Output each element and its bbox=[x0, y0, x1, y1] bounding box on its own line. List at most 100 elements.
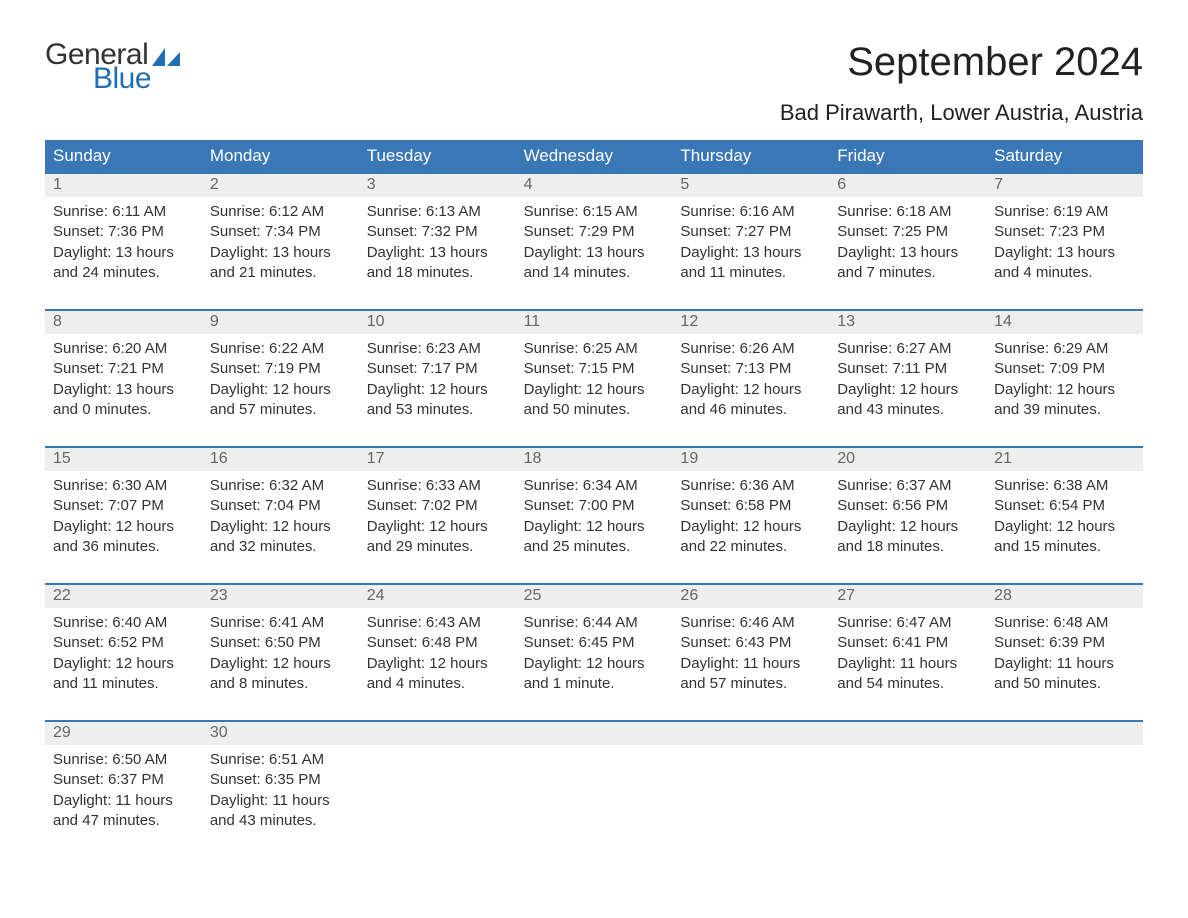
day-cell bbox=[986, 745, 1143, 841]
sunrise-line: Sunrise: 6:11 AM bbox=[53, 202, 194, 222]
day-cell: Sunrise: 6:50 AMSunset: 6:37 PMDaylight:… bbox=[45, 745, 202, 841]
sunset-line: Sunset: 7:17 PM bbox=[367, 359, 508, 379]
day-cell: Sunrise: 6:18 AMSunset: 7:25 PMDaylight:… bbox=[829, 197, 986, 293]
daylight-line: Daylight: 12 hours and 32 minutes. bbox=[210, 517, 351, 558]
sunset-line: Sunset: 6:56 PM bbox=[837, 496, 978, 516]
sunset-line: Sunset: 6:58 PM bbox=[680, 496, 821, 516]
sunrise-line: Sunrise: 6:19 AM bbox=[994, 202, 1135, 222]
day-number-band: 891011121314 bbox=[45, 311, 1143, 334]
sunset-line: Sunset: 6:54 PM bbox=[994, 496, 1135, 516]
day-number: 19 bbox=[672, 448, 829, 471]
sunrise-line: Sunrise: 6:26 AM bbox=[680, 339, 821, 359]
day-number: 18 bbox=[516, 448, 673, 471]
day-number: 7 bbox=[986, 174, 1143, 197]
daylight-line: Daylight: 13 hours and 14 minutes. bbox=[524, 243, 665, 284]
day-number: 10 bbox=[359, 311, 516, 334]
sunset-line: Sunset: 6:48 PM bbox=[367, 633, 508, 653]
sunset-line: Sunset: 7:11 PM bbox=[837, 359, 978, 379]
sunrise-line: Sunrise: 6:40 AM bbox=[53, 613, 194, 633]
sunset-line: Sunset: 7:32 PM bbox=[367, 222, 508, 242]
weekday-header: Monday bbox=[202, 140, 359, 172]
sunset-line: Sunset: 7:04 PM bbox=[210, 496, 351, 516]
sunrise-line: Sunrise: 6:27 AM bbox=[837, 339, 978, 359]
sunrise-line: Sunrise: 6:30 AM bbox=[53, 476, 194, 496]
sunrise-line: Sunrise: 6:12 AM bbox=[210, 202, 351, 222]
page-title: September 2024 bbox=[847, 40, 1143, 85]
day-cell: Sunrise: 6:15 AMSunset: 7:29 PMDaylight:… bbox=[516, 197, 673, 293]
day-number: 20 bbox=[829, 448, 986, 471]
weekday-header-row: Sunday Monday Tuesday Wednesday Thursday… bbox=[45, 140, 1143, 172]
daylight-line: Daylight: 12 hours and 46 minutes. bbox=[680, 380, 821, 421]
sunrise-line: Sunrise: 6:29 AM bbox=[994, 339, 1135, 359]
day-cell bbox=[359, 745, 516, 841]
sunrise-line: Sunrise: 6:13 AM bbox=[367, 202, 508, 222]
day-number: 1 bbox=[45, 174, 202, 197]
weekday-header: Sunday bbox=[45, 140, 202, 172]
day-number: 14 bbox=[986, 311, 1143, 334]
sunset-line: Sunset: 6:41 PM bbox=[837, 633, 978, 653]
day-number: 28 bbox=[986, 585, 1143, 608]
sunset-line: Sunset: 6:35 PM bbox=[210, 770, 351, 790]
sunrise-line: Sunrise: 6:48 AM bbox=[994, 613, 1135, 633]
sunrise-line: Sunrise: 6:25 AM bbox=[524, 339, 665, 359]
day-number: 27 bbox=[829, 585, 986, 608]
day-number: 12 bbox=[672, 311, 829, 334]
day-number: 9 bbox=[202, 311, 359, 334]
sunset-line: Sunset: 6:45 PM bbox=[524, 633, 665, 653]
day-cell: Sunrise: 6:30 AMSunset: 7:07 PMDaylight:… bbox=[45, 471, 202, 567]
sunset-line: Sunset: 7:07 PM bbox=[53, 496, 194, 516]
daylight-line: Daylight: 12 hours and 50 minutes. bbox=[524, 380, 665, 421]
day-number bbox=[986, 722, 1143, 745]
day-cell: Sunrise: 6:41 AMSunset: 6:50 PMDaylight:… bbox=[202, 608, 359, 704]
day-number bbox=[829, 722, 986, 745]
day-cell: Sunrise: 6:40 AMSunset: 6:52 PMDaylight:… bbox=[45, 608, 202, 704]
daylight-line: Daylight: 11 hours and 50 minutes. bbox=[994, 654, 1135, 695]
header: General Blue September 2024 bbox=[45, 40, 1143, 94]
day-number: 23 bbox=[202, 585, 359, 608]
day-number: 3 bbox=[359, 174, 516, 197]
sunset-line: Sunset: 7:27 PM bbox=[680, 222, 821, 242]
sunset-line: Sunset: 6:50 PM bbox=[210, 633, 351, 653]
day-cell: Sunrise: 6:19 AMSunset: 7:23 PMDaylight:… bbox=[986, 197, 1143, 293]
sunset-line: Sunset: 6:43 PM bbox=[680, 633, 821, 653]
day-cell: Sunrise: 6:37 AMSunset: 6:56 PMDaylight:… bbox=[829, 471, 986, 567]
calendar-week: 891011121314Sunrise: 6:20 AMSunset: 7:21… bbox=[45, 309, 1143, 430]
daylight-line: Daylight: 13 hours and 7 minutes. bbox=[837, 243, 978, 284]
brand-word-2: Blue bbox=[93, 64, 180, 94]
sunset-line: Sunset: 7:02 PM bbox=[367, 496, 508, 516]
weekday-header: Thursday bbox=[672, 140, 829, 172]
day-cell: Sunrise: 6:13 AMSunset: 7:32 PMDaylight:… bbox=[359, 197, 516, 293]
sunrise-line: Sunrise: 6:32 AM bbox=[210, 476, 351, 496]
sunset-line: Sunset: 6:39 PM bbox=[994, 633, 1135, 653]
daylight-line: Daylight: 12 hours and 53 minutes. bbox=[367, 380, 508, 421]
daylight-line: Daylight: 13 hours and 24 minutes. bbox=[53, 243, 194, 284]
sunrise-line: Sunrise: 6:15 AM bbox=[524, 202, 665, 222]
daylight-line: Daylight: 12 hours and 43 minutes. bbox=[837, 380, 978, 421]
sunrise-line: Sunrise: 6:43 AM bbox=[367, 613, 508, 633]
day-cell: Sunrise: 6:11 AMSunset: 7:36 PMDaylight:… bbox=[45, 197, 202, 293]
day-cell: Sunrise: 6:47 AMSunset: 6:41 PMDaylight:… bbox=[829, 608, 986, 704]
sunrise-line: Sunrise: 6:34 AM bbox=[524, 476, 665, 496]
sail-icon bbox=[152, 48, 180, 66]
sunrise-line: Sunrise: 6:23 AM bbox=[367, 339, 508, 359]
day-cell: Sunrise: 6:23 AMSunset: 7:17 PMDaylight:… bbox=[359, 334, 516, 430]
day-cell: Sunrise: 6:43 AMSunset: 6:48 PMDaylight:… bbox=[359, 608, 516, 704]
day-cell: Sunrise: 6:38 AMSunset: 6:54 PMDaylight:… bbox=[986, 471, 1143, 567]
day-number: 30 bbox=[202, 722, 359, 745]
daylight-line: Daylight: 12 hours and 15 minutes. bbox=[994, 517, 1135, 558]
daylight-line: Daylight: 12 hours and 36 minutes. bbox=[53, 517, 194, 558]
day-cell: Sunrise: 6:44 AMSunset: 6:45 PMDaylight:… bbox=[516, 608, 673, 704]
day-number: 11 bbox=[516, 311, 673, 334]
sunrise-line: Sunrise: 6:44 AM bbox=[524, 613, 665, 633]
sunrise-line: Sunrise: 6:20 AM bbox=[53, 339, 194, 359]
day-number: 6 bbox=[829, 174, 986, 197]
day-number: 13 bbox=[829, 311, 986, 334]
sunrise-line: Sunrise: 6:18 AM bbox=[837, 202, 978, 222]
day-cell: Sunrise: 6:33 AMSunset: 7:02 PMDaylight:… bbox=[359, 471, 516, 567]
calendar-week: 15161718192021Sunrise: 6:30 AMSunset: 7:… bbox=[45, 446, 1143, 567]
sunrise-line: Sunrise: 6:41 AM bbox=[210, 613, 351, 633]
day-number-band: 2930 bbox=[45, 722, 1143, 745]
sunrise-line: Sunrise: 6:38 AM bbox=[994, 476, 1135, 496]
daylight-line: Daylight: 11 hours and 47 minutes. bbox=[53, 791, 194, 832]
daylight-line: Daylight: 11 hours and 54 minutes. bbox=[837, 654, 978, 695]
